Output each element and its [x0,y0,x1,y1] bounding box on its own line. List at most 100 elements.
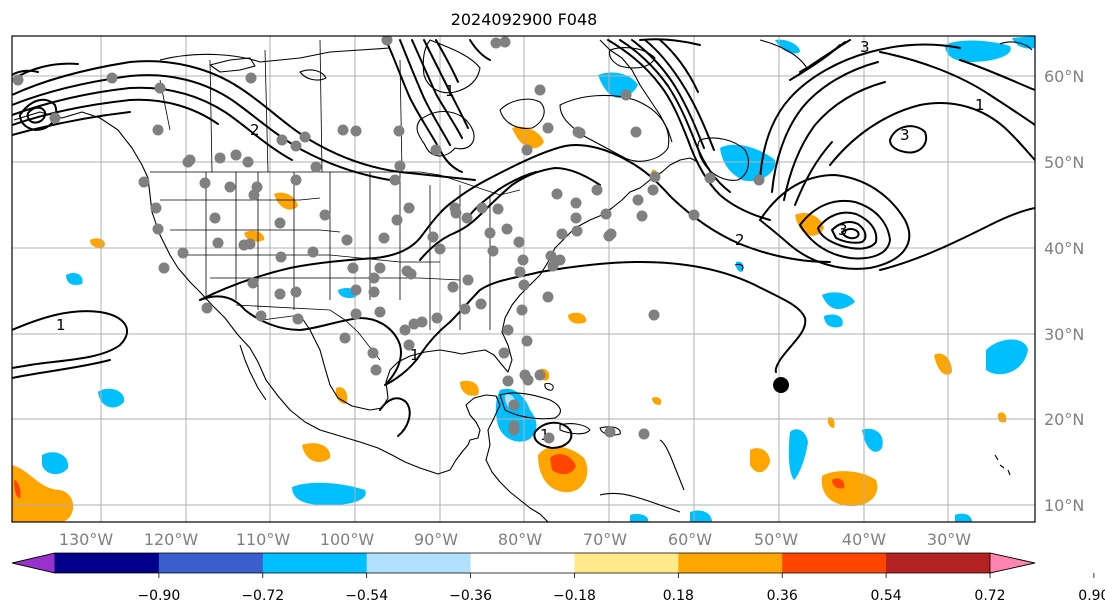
station-dot [244,238,256,250]
station-dot [518,279,530,291]
station-dot [274,288,286,300]
lon-label: 100°W [320,530,375,549]
colorbar-segment [574,553,679,573]
station-dot [554,254,566,266]
station-dot [430,144,442,156]
station-dot [378,232,390,244]
contour-lines [12,38,1035,449]
station-dot [542,291,554,303]
station-dot [341,234,353,246]
station-dot [350,308,362,320]
map-frame [11,35,1036,523]
station-dot [274,217,286,229]
station-dot [487,245,499,257]
lat-label: 50°N [1044,153,1084,172]
station-dot [704,172,716,184]
station-dot [513,236,525,248]
colorbar-outline [11,552,1036,574]
station-dot [521,144,533,156]
station-dot [368,272,380,284]
station-dot [319,209,331,221]
station-dot [177,247,189,259]
station-dot [367,347,379,359]
station-dot [368,286,380,298]
contour-label: 2 [735,231,745,249]
colorbar-tick-label: −0.72 [241,588,284,604]
contour-label: 1 [975,96,985,114]
station-dot [370,364,382,376]
station-dot [571,225,583,237]
station-dot [459,303,471,315]
colorbar-segment [55,553,160,573]
colorbar [11,552,1036,574]
contour-label: 1 [410,346,420,364]
station-dot [310,161,322,173]
lon-label: 80°W [498,530,542,549]
colorbar-extend-low [11,552,56,574]
station-dot [158,262,170,274]
station-dot [501,223,513,235]
station-dot [462,274,474,286]
contour-label: 2 [250,121,260,139]
station-dot [551,188,563,200]
station-markers [12,36,765,444]
colorbar-segment [886,553,991,573]
station-dot [212,237,224,249]
station-dot [381,36,393,46]
station-dot [499,36,511,48]
station-dot [492,203,504,215]
station-dot [391,214,403,226]
lon-label: 110°W [236,530,291,549]
lon-label: 40°W [842,530,886,549]
station-dot [591,184,603,196]
lon-label: 50°W [754,530,798,549]
colorbar-tick-label: 0.90 [1078,588,1105,604]
station-dot [199,177,211,189]
station-dot [299,131,311,143]
station-dot [214,152,226,164]
station-dot [753,174,765,186]
station-dot [292,313,304,325]
station-dot [620,89,632,101]
station-dot [245,72,257,84]
station-dot [290,174,302,186]
lon-label: 90°W [414,530,458,549]
lon-label: 60°W [668,530,712,549]
station-dot [476,202,488,214]
station-dot [347,262,359,274]
colorbar-segment [262,553,368,573]
colorbar-tick-label: 0.36 [767,588,798,604]
colorbar-extend-high [989,552,1036,574]
map-title: 2024092900 F048 [451,10,598,29]
colorbar-segment [782,553,887,573]
station-dot [152,124,164,136]
highlight-point-marker [773,377,789,393]
station-dot [630,126,642,138]
station-dot [574,127,586,139]
station-dot [447,281,459,293]
station-dot [508,424,520,436]
contour-label: 1 [56,316,66,334]
colorbar-segment [470,553,575,573]
lat-label: 30°N [1044,325,1084,344]
station-dot [649,171,661,183]
lat-label: 60°N [1044,67,1084,86]
station-dot [276,134,288,146]
station-dot [275,251,287,263]
station-dot [393,125,405,137]
contour-label: 3 [838,221,848,239]
station-dot [647,184,659,196]
station-dot [638,428,650,440]
station-dot [408,318,420,330]
station-dot [508,399,520,411]
station-dot [405,268,417,280]
station-dot [636,210,648,222]
colorbar-tick-label: 0.18 [663,588,694,604]
station-dot [201,302,213,314]
station-dot [600,208,612,220]
station-dot [374,262,386,274]
station-dot [242,156,254,168]
station-dot [12,74,24,86]
station-dot [570,212,582,224]
